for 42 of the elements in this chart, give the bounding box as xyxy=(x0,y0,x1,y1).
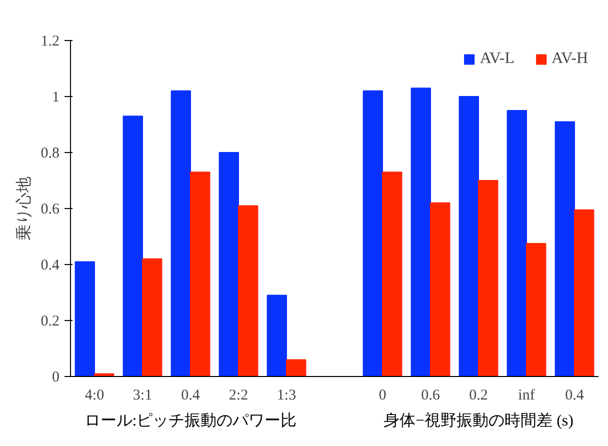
bar xyxy=(238,205,258,376)
bar xyxy=(574,209,594,376)
bar xyxy=(410,88,431,376)
bar xyxy=(218,152,239,376)
bar xyxy=(122,116,143,376)
bar xyxy=(506,110,527,376)
bar xyxy=(458,96,479,376)
legend-label: AV-H xyxy=(552,50,588,68)
legend-label: AV-L xyxy=(480,50,515,68)
bar xyxy=(526,243,546,376)
bar xyxy=(266,294,287,376)
bar xyxy=(478,180,498,376)
x-tick-label: 4:0 xyxy=(84,388,104,404)
bar xyxy=(430,202,450,376)
bar xyxy=(554,121,575,376)
x-tick-label: 0.4 xyxy=(565,388,584,404)
bar xyxy=(170,90,191,376)
x-tick-label: 0.2 xyxy=(469,388,488,404)
bar xyxy=(142,258,162,376)
bar xyxy=(382,172,402,376)
x-tick-label: inf xyxy=(518,388,535,404)
text: 身体−視野振動の時間差 (s) xyxy=(384,412,574,430)
y-tick-label: 0.2 xyxy=(40,314,60,330)
x-tick-label: 3:1 xyxy=(132,388,152,404)
y-tick-label: 0 xyxy=(52,370,60,386)
text: ロール:ピッチ振動のパワー比 xyxy=(84,412,297,430)
bar xyxy=(286,359,306,376)
x-tick-label: 0 xyxy=(378,388,386,404)
bar xyxy=(190,172,210,376)
y-tick-label: 0.4 xyxy=(40,258,60,274)
x-tick-label: 0.4 xyxy=(181,388,200,404)
bar xyxy=(362,90,383,376)
y-tick-label: 1 xyxy=(52,90,60,106)
y-tick-label: 1.2 xyxy=(40,34,60,50)
bar xyxy=(94,373,114,376)
y-tick-label: 0.8 xyxy=(40,146,60,162)
y-tick-label: 0.6 xyxy=(40,202,60,218)
x-tick-label: 2:2 xyxy=(228,388,248,404)
y-axis-title: 乗り心地 xyxy=(14,176,33,240)
x-tick-label: 1:3 xyxy=(276,388,296,404)
bar xyxy=(74,261,95,376)
x-tick-label: 0.6 xyxy=(421,388,440,404)
